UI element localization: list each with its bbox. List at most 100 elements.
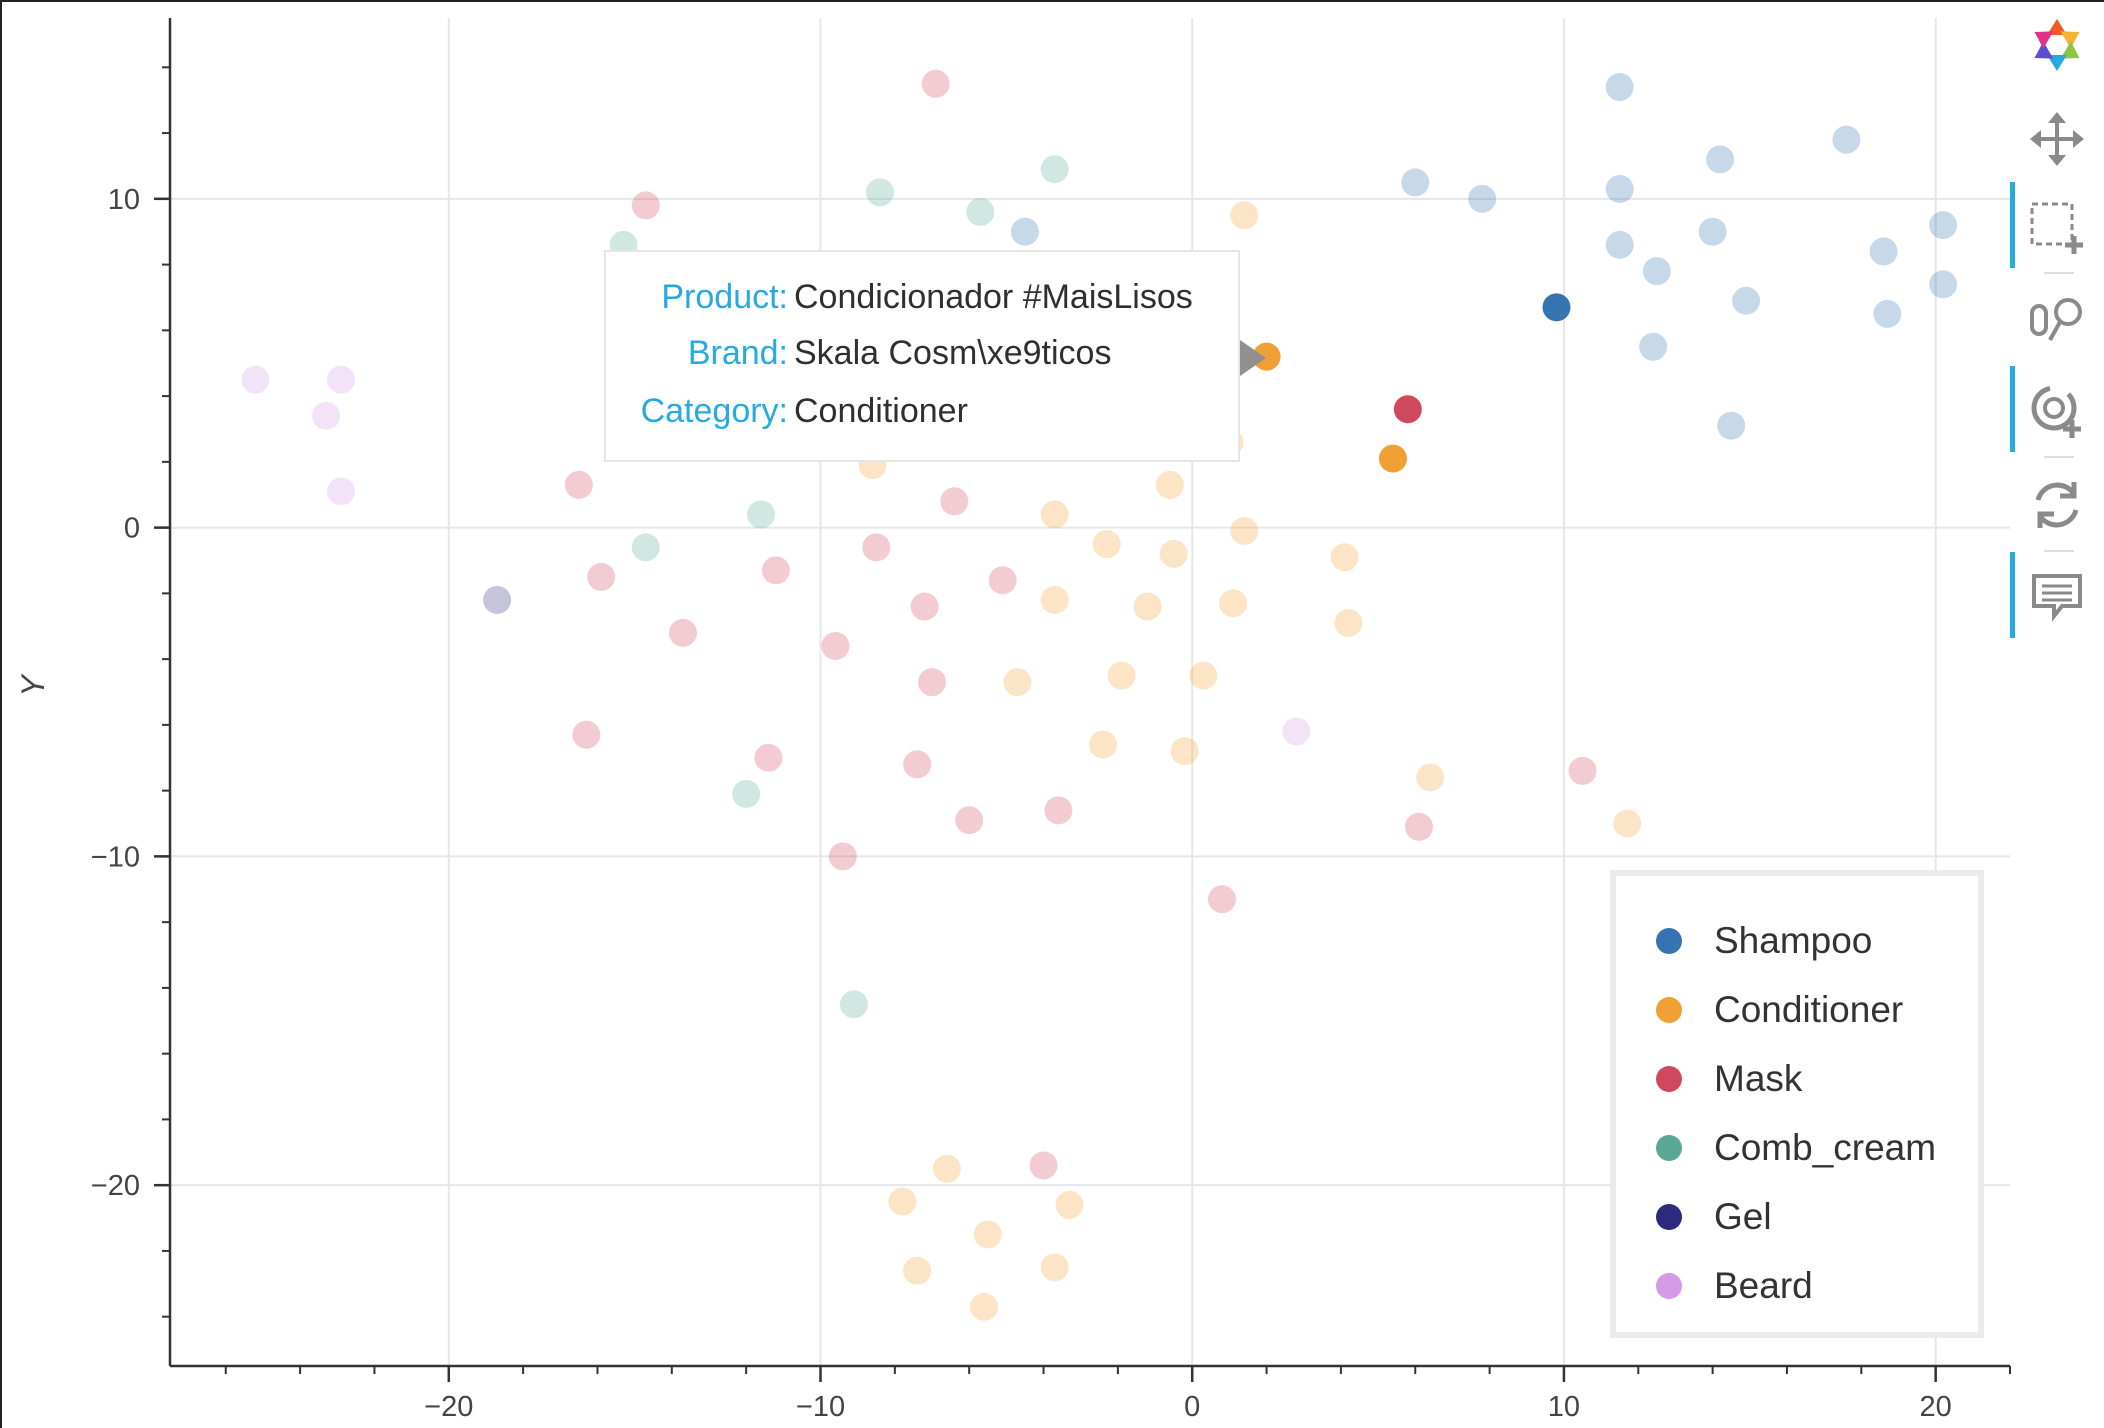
data-point-shampoo[interactable] bbox=[1010, 217, 1039, 246]
bokeh-logo-icon[interactable] bbox=[2026, 14, 2088, 76]
data-point-mask[interactable] bbox=[903, 750, 932, 779]
data-point-conditioner[interactable] bbox=[1170, 737, 1199, 766]
data-point-mask[interactable] bbox=[587, 562, 616, 591]
data-point-shampoo[interactable] bbox=[1869, 237, 1898, 266]
y-tick-label: 10 bbox=[108, 184, 140, 216]
box-zoom-active-indicator bbox=[2010, 182, 2015, 268]
data-point-shampoo[interactable] bbox=[1468, 184, 1497, 213]
data-point-mask[interactable] bbox=[1207, 885, 1236, 914]
legend-label: Beard bbox=[1714, 1265, 1813, 1306]
data-point-mask[interactable] bbox=[1029, 1151, 1058, 1180]
data-point-shampoo[interactable] bbox=[1605, 174, 1634, 203]
data-point-conditioner[interactable] bbox=[1334, 608, 1363, 637]
data-point-conditioner[interactable] bbox=[1107, 661, 1136, 690]
data-point-comb-cream[interactable] bbox=[732, 779, 761, 808]
legend-label: Mask bbox=[1714, 1058, 1803, 1099]
data-point-comb-cream[interactable] bbox=[865, 178, 894, 207]
wheel-zoom-icon[interactable] bbox=[2026, 290, 2088, 352]
data-point-conditioner[interactable] bbox=[1040, 1253, 1069, 1282]
data-point-shampoo[interactable] bbox=[1639, 332, 1668, 361]
data-point-shampoo[interactable] bbox=[1732, 286, 1761, 315]
hover-icon[interactable] bbox=[2026, 566, 2088, 628]
data-point-shampoo[interactable] bbox=[1929, 270, 1958, 299]
data-point-comb-cream[interactable] bbox=[839, 990, 868, 1019]
data-point-mask[interactable] bbox=[572, 720, 601, 749]
data-point-comb-cream[interactable] bbox=[747, 500, 776, 529]
data-point-conditioner[interactable] bbox=[1416, 763, 1445, 792]
data-point-mask[interactable] bbox=[821, 631, 850, 660]
data-point-conditioner[interactable] bbox=[1040, 500, 1069, 529]
data-point-conditioner[interactable] bbox=[1155, 470, 1184, 499]
data-point-conditioner[interactable] bbox=[970, 1292, 999, 1321]
legend-item-comb-cream[interactable]: Comb_cream bbox=[1656, 1123, 1976, 1173]
data-point-shampoo[interactable] bbox=[1542, 293, 1571, 322]
data-point-beard[interactable] bbox=[326, 477, 355, 506]
data-point-conditioner[interactable] bbox=[1230, 201, 1259, 230]
data-point-mask[interactable] bbox=[754, 743, 783, 772]
data-point-beard[interactable] bbox=[241, 365, 270, 394]
data-point-conditioner[interactable] bbox=[1055, 1190, 1084, 1219]
data-point-conditioner[interactable] bbox=[1378, 444, 1407, 473]
data-point-comb-cream[interactable] bbox=[966, 197, 995, 226]
data-point-conditioner[interactable] bbox=[1089, 730, 1118, 759]
data-point-gel[interactable] bbox=[483, 585, 512, 614]
data-point-shampoo[interactable] bbox=[1832, 125, 1861, 154]
data-point-mask[interactable] bbox=[988, 566, 1017, 595]
data-point-conditioner[interactable] bbox=[903, 1256, 932, 1285]
data-point-mask[interactable] bbox=[918, 668, 947, 697]
data-point-shampoo[interactable] bbox=[1605, 73, 1634, 102]
data-point-shampoo[interactable] bbox=[1605, 230, 1634, 259]
data-point-conditioner[interactable] bbox=[1613, 809, 1642, 838]
pan-icon[interactable] bbox=[2026, 108, 2088, 170]
data-point-conditioner[interactable] bbox=[1040, 585, 1069, 614]
data-point-shampoo[interactable] bbox=[1929, 211, 1958, 240]
data-point-conditioner[interactable] bbox=[1003, 668, 1032, 697]
box-zoom-icon[interactable] bbox=[2026, 196, 2088, 258]
data-point-conditioner[interactable] bbox=[1133, 592, 1162, 621]
legend-item-conditioner[interactable]: Conditioner bbox=[1656, 985, 1976, 1035]
data-point-conditioner[interactable] bbox=[1219, 589, 1248, 618]
data-point-shampoo[interactable] bbox=[1698, 217, 1727, 246]
zoom-in-icon[interactable] bbox=[2026, 380, 2088, 442]
legend: Shampoo Conditioner Mask Comb_cream Gel … bbox=[1610, 870, 1984, 1338]
data-point-conditioner[interactable] bbox=[1330, 543, 1359, 572]
data-point-mask[interactable] bbox=[921, 69, 950, 98]
data-point-mask[interactable] bbox=[828, 842, 857, 871]
data-point-beard[interactable] bbox=[312, 401, 341, 430]
legend-item-shampoo[interactable]: Shampoo bbox=[1656, 916, 1976, 966]
data-point-conditioner[interactable] bbox=[1230, 516, 1259, 545]
legend-swatch bbox=[1656, 997, 1682, 1023]
data-point-mask[interactable] bbox=[1393, 395, 1422, 424]
data-point-mask[interactable] bbox=[940, 487, 969, 516]
data-point-shampoo[interactable] bbox=[1642, 257, 1671, 286]
data-point-shampoo[interactable] bbox=[1401, 168, 1430, 197]
data-point-conditioner[interactable] bbox=[1092, 530, 1121, 559]
data-point-mask[interactable] bbox=[564, 470, 593, 499]
data-point-conditioner[interactable] bbox=[973, 1220, 1002, 1249]
legend-swatch bbox=[1656, 1204, 1682, 1230]
data-point-shampoo[interactable] bbox=[1717, 411, 1746, 440]
data-point-beard[interactable] bbox=[1282, 717, 1311, 746]
data-point-comb-cream[interactable] bbox=[631, 533, 660, 562]
reset-icon[interactable] bbox=[2026, 474, 2088, 536]
data-point-mask[interactable] bbox=[1044, 796, 1073, 825]
legend-item-mask[interactable]: Mask bbox=[1656, 1054, 1976, 1104]
data-point-conditioner[interactable] bbox=[1159, 539, 1188, 568]
data-point-mask[interactable] bbox=[1568, 756, 1597, 785]
legend-item-gel[interactable]: Gel bbox=[1656, 1192, 1976, 1242]
data-point-mask[interactable] bbox=[910, 592, 939, 621]
data-point-conditioner[interactable] bbox=[1189, 661, 1218, 690]
data-point-mask[interactable] bbox=[761, 556, 790, 585]
data-point-conditioner[interactable] bbox=[888, 1187, 917, 1216]
data-point-shampoo[interactable] bbox=[1873, 299, 1902, 328]
data-point-mask[interactable] bbox=[955, 806, 984, 835]
data-point-mask[interactable] bbox=[862, 533, 891, 562]
data-point-mask[interactable] bbox=[631, 191, 660, 220]
data-point-beard[interactable] bbox=[326, 365, 355, 394]
data-point-conditioner[interactable] bbox=[932, 1154, 961, 1183]
data-point-mask[interactable] bbox=[668, 618, 697, 647]
data-point-mask[interactable] bbox=[1404, 812, 1433, 841]
data-point-comb-cream[interactable] bbox=[1040, 155, 1069, 184]
data-point-shampoo[interactable] bbox=[1706, 145, 1735, 174]
legend-item-beard[interactable]: Beard bbox=[1656, 1261, 1976, 1311]
